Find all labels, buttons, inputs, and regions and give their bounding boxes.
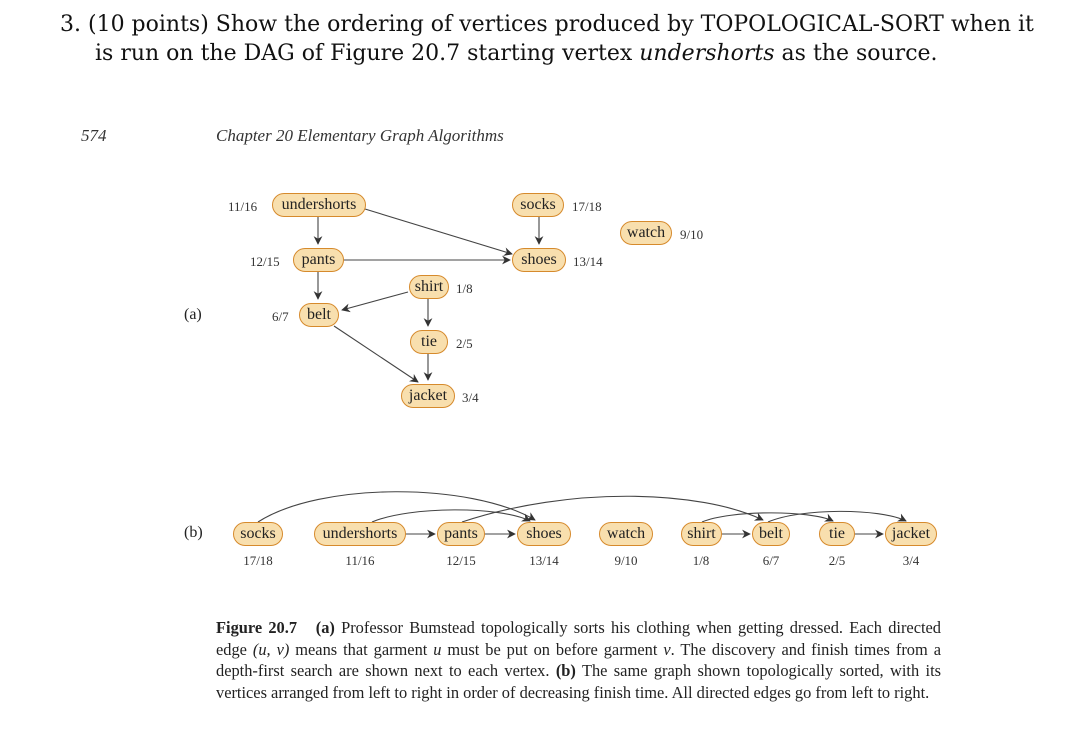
sorted-node-3: pants (437, 522, 485, 546)
caption-b-label: (b) (555, 661, 576, 680)
edge-b-shirt-tie (701, 512, 834, 523)
sorted-time-9: 3/4 (902, 553, 920, 568)
edge-b-undershorts-shoes (371, 509, 531, 523)
question-line-1: 3. (10 points) Show the ordering of vert… (60, 12, 1034, 37)
node-socks: socks (512, 193, 564, 217)
sorted-node-9: jacket (885, 522, 937, 546)
node-shirt: shirt (409, 275, 449, 299)
sorted-time-8: 2/5 (828, 553, 846, 568)
caption-var-v: v (663, 639, 671, 659)
sorted-time-6: 1/8 (692, 553, 710, 568)
node-belt: belt (299, 303, 339, 327)
time-pants: 12/15 (250, 254, 280, 269)
question-line-2-start: is run on the DAG of Figure 20.7 startin… (95, 41, 640, 66)
time-undershorts: 11/16 (228, 199, 258, 214)
caption-title: Figure 20.7 (216, 618, 298, 637)
caption-a-label: (a) (315, 618, 335, 637)
sorted-node-2: undershorts (314, 522, 406, 546)
edge-shirt-belt (341, 291, 409, 313)
time-watch: 9/10 (680, 227, 704, 242)
sorted-node-1: socks (233, 522, 283, 546)
node-jacket: jacket (401, 384, 455, 408)
source-vertex-name: undershorts (639, 41, 775, 66)
sorted-time-7: 6/7 (762, 553, 780, 568)
sorted-node-5: watch (599, 522, 653, 546)
caption-a-text-2: means that garment (289, 639, 434, 659)
edge-b-pants-belt (461, 495, 764, 523)
sorted-time-2: 11/16 (345, 553, 375, 568)
page-number: 574 (81, 126, 107, 145)
node-shoes: shoes (512, 248, 566, 272)
figure-label-b: (b) (184, 524, 203, 541)
edge-undershorts-shoes (364, 208, 513, 256)
question-line-2: is run on the DAG of Figure 20.7 startin… (60, 39, 1070, 68)
sorted-time-3: 12/15 (446, 553, 476, 568)
edge-belt-jacket (333, 325, 419, 383)
time-shoes: 13/14 (573, 254, 603, 269)
chapter-title: Chapter 20 Elementary Graph Algorithms (216, 126, 504, 145)
time-tie: 2/5 (456, 336, 473, 351)
caption-a-text-1: Professor Bumstead topologically sorts h… (216, 618, 941, 659)
time-shirt: 1/8 (456, 281, 473, 296)
caption-b-text: The same graph shown topologically sorte… (216, 661, 941, 702)
sorted-time-1: 17/18 (243, 553, 273, 568)
time-jacket: 3/4 (462, 390, 479, 405)
node-pants: pants (293, 248, 344, 272)
time-belt: 6/7 (272, 309, 289, 324)
figure-label-a: (a) (184, 306, 202, 323)
caption-edge-notation: (u, v) (252, 639, 290, 659)
node-tie: tie (410, 330, 448, 354)
time-socks: 17/18 (572, 199, 602, 214)
sorted-node-4: shoes (517, 522, 571, 546)
caption-a-text-4: . The discovery and finish times from a … (216, 639, 941, 681)
sorted-node-8: tie (819, 522, 855, 546)
sorted-time-5: 9/10 (614, 553, 638, 568)
edge-b-belt-jacket (767, 510, 907, 523)
sorted-time-4: 13/14 (529, 553, 559, 568)
node-undershorts: undershorts (272, 193, 366, 217)
node-watch: watch (620, 221, 672, 245)
figure-caption: Figure 20.7 (a) Professor Bumstead topol… (216, 617, 941, 703)
sorted-node-6: shirt (681, 522, 722, 546)
sorted-node-7: belt (752, 522, 790, 546)
edge-b-socks-shoes (257, 491, 536, 523)
question-text: 3. (10 points) Show the ordering of vert… (60, 10, 1070, 68)
question-line-2-end: as the source. (774, 41, 938, 66)
caption-a-text-3: must be put on before garment (441, 639, 664, 659)
caption-var-u: u (433, 639, 442, 659)
